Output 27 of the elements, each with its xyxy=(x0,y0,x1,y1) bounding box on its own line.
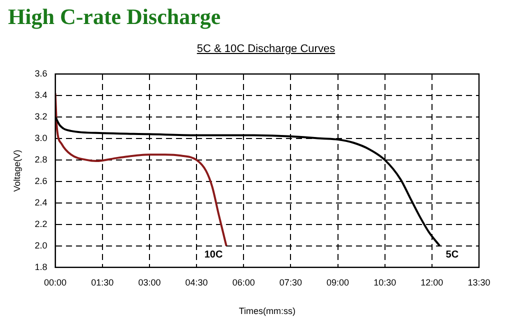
y-tick-label: 3.6 xyxy=(34,68,48,78)
x-tick-label: 12:00 xyxy=(420,277,444,288)
x-tick-label: 04:30 xyxy=(185,277,208,288)
x-tick-label: 03:00 xyxy=(138,277,161,288)
series-label: 5C xyxy=(446,250,459,261)
y-axis-title: Voltage(V) xyxy=(12,150,22,192)
x-tick-label: 06:00 xyxy=(232,277,255,288)
x-tick-label: 13:30 xyxy=(468,277,490,288)
chart-subtitle: 5C & 10C Discharge Curves xyxy=(196,43,336,55)
x-axis-title: Times(mm:ss) xyxy=(238,306,296,316)
chart-title: High C-rate Discharge xyxy=(8,4,221,30)
y-tick-label: 2.2 xyxy=(34,218,48,229)
series-label: 10C xyxy=(204,250,223,261)
x-tick-label: 01:30 xyxy=(91,277,114,288)
y-tick-label: 3.4 xyxy=(34,90,48,100)
y-tick-label: 2.0 xyxy=(34,240,48,250)
x-tick-label: 07:30 xyxy=(279,277,302,288)
y-tick-label: 1.8 xyxy=(34,262,48,272)
y-tick-label: 2.4 xyxy=(34,197,48,208)
line-series xyxy=(55,92,228,247)
y-tick-label: 3.2 xyxy=(34,111,48,122)
y-tick-label: 2.6 xyxy=(34,176,48,186)
y-tick-label: 2.8 xyxy=(34,154,48,164)
x-tick-label: 00:00 xyxy=(44,277,67,288)
x-tick-label: 09:00 xyxy=(326,277,350,288)
y-tick-label: 3.0 xyxy=(34,132,48,143)
x-tick-label: 10:30 xyxy=(374,277,396,288)
